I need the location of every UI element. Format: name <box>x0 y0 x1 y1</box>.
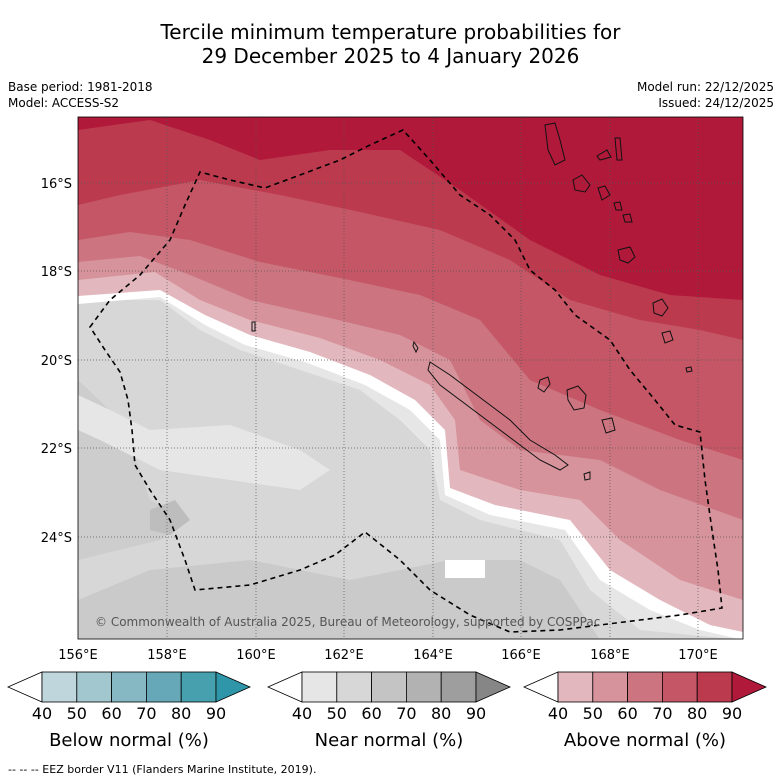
below-normal-colorbar <box>7 671 251 703</box>
lon-label: 168°E <box>590 648 630 663</box>
below-normal-colorbar-segment <box>41 671 78 703</box>
erromango-island <box>652 298 669 317</box>
lat-label: 24°S <box>41 531 72 546</box>
below-normal-colorbar-segment <box>111 671 147 703</box>
below-normal-legend-title: Below normal (%) <box>49 730 209 751</box>
ouvea-island <box>537 376 551 393</box>
above-normal-high-extension <box>731 671 767 703</box>
base-period: Base period: 1981-2018 <box>8 80 153 94</box>
lifou-island <box>566 385 587 411</box>
below-normal-tick-label: 70 <box>136 704 157 723</box>
near-normal-tick-label: 80 <box>431 704 452 723</box>
near-normal-tick-label: 60 <box>361 704 382 723</box>
below-normal-tick-label: 50 <box>66 704 87 723</box>
near-normal-colorbar <box>267 671 511 703</box>
eez-footnote: -- -- -- EEZ border V11 (Flanders Marine… <box>8 763 317 776</box>
near-normal-70-patch <box>150 500 190 535</box>
lon-label: 162°E <box>324 648 364 663</box>
near-normal-60-south <box>78 560 600 639</box>
shepherd-islands <box>622 213 633 223</box>
belep-islands <box>412 340 419 354</box>
lat-label: 16°S <box>41 177 72 192</box>
above-normal-colorbar-segment <box>627 671 663 703</box>
below-normal-tick-label: 90 <box>205 704 227 723</box>
below-normal-colorbar-segment <box>145 671 182 703</box>
above-normal-90-area <box>78 117 743 300</box>
above-normal-colorbar-segment <box>557 671 594 703</box>
maewo-island <box>596 149 612 161</box>
above-normal-tick-label: 50 <box>582 704 603 723</box>
mare-island <box>601 417 616 434</box>
above-normal-colorbar <box>523 671 767 703</box>
above-normal-tick-label: 40 <box>547 704 569 723</box>
lat-label: 18°S <box>41 265 72 280</box>
new-caledonia-main-island <box>427 361 569 471</box>
below-normal-tick-label: 80 <box>171 704 192 723</box>
near-normal-colorbar-segment <box>301 671 338 703</box>
above-normal-tick-label: 70 <box>652 704 673 723</box>
near-normal-low-extension <box>267 671 303 703</box>
below-normal-tick-label: 60 <box>101 704 122 723</box>
issued-date: Issued: 24/12/2025 <box>658 96 774 110</box>
title-line-2: 29 December 2025 to 4 January 2026 <box>201 44 580 68</box>
chesterfield-islands <box>251 321 256 332</box>
isle-of-pines <box>583 471 591 481</box>
map-frame <box>77 116 744 640</box>
above-normal-colorbar-segment <box>696 671 733 703</box>
below-normal-low-extension <box>7 671 43 703</box>
near-normal-colorbar-segment <box>371 671 407 703</box>
below-normal-high-extension <box>215 671 251 703</box>
near-normal-colorbar-segment <box>440 671 477 703</box>
lon-label: 164°E <box>413 648 453 663</box>
white-gap-patch <box>445 560 485 578</box>
near-normal-tick-label: 40 <box>291 704 313 723</box>
near-normal-colorbar-segment <box>336 671 372 703</box>
lon-label: 156°E <box>58 648 98 663</box>
malekula-island <box>572 174 591 193</box>
lon-label: 166°E <box>501 648 541 663</box>
title-line-1: Tercile minimum temperature probabilitie… <box>160 20 621 44</box>
above-normal-tick-label: 60 <box>617 704 638 723</box>
tanna-island <box>661 330 674 344</box>
below-normal-colorbar-segment <box>180 671 217 703</box>
above-normal-tick-label: 80 <box>687 704 708 723</box>
below-normal-tick-label: 40 <box>31 704 53 723</box>
lon-label: 160°E <box>236 648 276 663</box>
espiritu-santo-island <box>544 122 566 166</box>
model-run: Model run: 22/12/2025 <box>636 80 774 94</box>
probability-field: © Commonwealth of Australia 2025, Bureau… <box>78 117 743 639</box>
efate-island <box>617 246 636 264</box>
above-normal-legend-title: Above normal (%) <box>563 730 727 751</box>
ambrym-island <box>597 185 611 201</box>
near-normal-tick-label: 70 <box>396 704 417 723</box>
lat-label: 22°S <box>41 442 72 457</box>
near-normal-40-patch <box>78 395 330 490</box>
copyright-notice: © Commonwealth of Australia 2025, Bureau… <box>95 615 600 629</box>
aneityum-island <box>685 366 693 373</box>
graticule <box>78 117 743 639</box>
near-normal-tick-label: 50 <box>326 704 347 723</box>
near-normal-colorbar-segment <box>405 671 442 703</box>
near-normal-tick-label: 90 <box>465 704 487 723</box>
near-normal-legend-title: Near normal (%) <box>314 730 464 751</box>
pentecost-island <box>614 137 623 161</box>
above-normal-colorbar-segment <box>662 671 698 703</box>
epi-island <box>613 201 623 211</box>
above-normal-tick-label: 90 <box>721 704 743 723</box>
lat-label: 20°S <box>41 354 72 369</box>
latitude-labels: 16°S 18°S 20°S 22°S 24°S <box>41 177 72 546</box>
above-normal-low-extension <box>523 671 559 703</box>
lon-label: 158°E <box>147 648 187 663</box>
longitude-labels: 156°E 158°E 160°E 162°E 164°E 166°E 168°… <box>58 648 718 663</box>
above-normal-colorbar-segment <box>592 671 628 703</box>
model-name: Model: ACCESS-S2 <box>8 96 120 110</box>
near-normal-high-extension <box>475 671 511 703</box>
lon-label: 170°E <box>678 648 718 663</box>
below-normal-colorbar-segment <box>76 671 113 703</box>
